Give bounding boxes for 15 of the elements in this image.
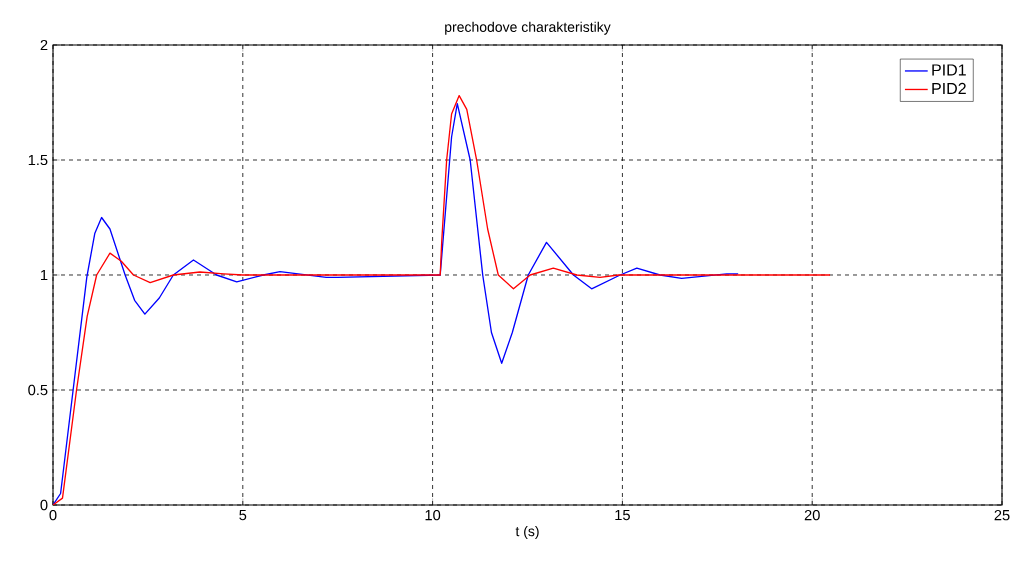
- y-tick-label: 1: [41, 269, 48, 281]
- legend-label: PID2: [932, 82, 966, 95]
- chart-title: prechodove charakteristiky: [445, 21, 611, 35]
- x-axis-title: t (s): [515, 525, 539, 539]
- x-tick-label: 15: [615, 509, 630, 521]
- y-tick-label: 1.5: [28, 154, 48, 166]
- x-tick-label: 0: [49, 509, 57, 521]
- x-tick-label: 10: [425, 509, 441, 521]
- x-tick-label: 25: [994, 509, 1010, 521]
- legend-label: PID1: [932, 64, 966, 76]
- x-tick-label: 20: [804, 509, 820, 521]
- y-tick-label: 2: [40, 39, 48, 51]
- y-tick-label: 0: [40, 499, 48, 511]
- y-tick-label: 0.5: [28, 384, 48, 396]
- x-tick-label: 5: [239, 509, 247, 521]
